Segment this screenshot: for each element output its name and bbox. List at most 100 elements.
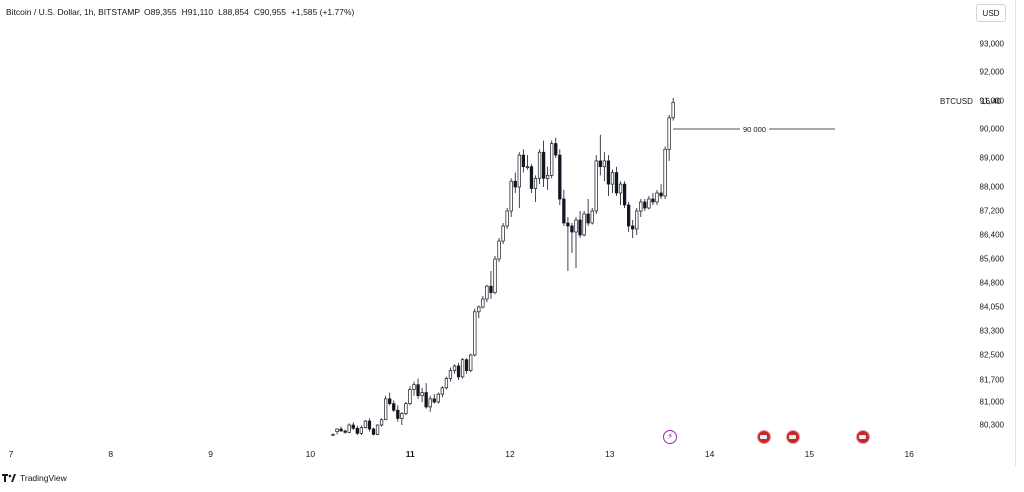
candle-body xyxy=(392,403,396,411)
candle-body xyxy=(351,424,355,429)
candle xyxy=(384,395,388,421)
candle-body xyxy=(663,148,667,197)
candle xyxy=(351,422,355,430)
candle-body xyxy=(339,428,343,432)
candle-body xyxy=(667,117,671,150)
candle-body xyxy=(598,160,602,168)
candle-body xyxy=(513,180,517,188)
candle xyxy=(505,208,509,229)
candle xyxy=(655,190,659,205)
candle-body xyxy=(622,183,627,206)
us-flag-event-icon[interactable] xyxy=(786,430,800,444)
candle xyxy=(562,190,566,226)
time-scale[interactable]: 7 8 9 10 11 12 13 14 15 16 xyxy=(0,449,945,465)
candle-body xyxy=(384,398,388,421)
candle-body xyxy=(517,154,521,188)
price-scale-label: 84,800 xyxy=(979,278,1004,288)
candle-body xyxy=(371,428,376,435)
currency-button[interactable]: USD xyxy=(976,4,1006,22)
candle xyxy=(404,402,408,416)
price-scale-label: 87,200 xyxy=(979,206,1004,216)
candle xyxy=(598,134,602,176)
candle xyxy=(432,394,436,404)
candle xyxy=(582,211,586,237)
price-scale-label: 84,050 xyxy=(979,302,1004,312)
candle xyxy=(456,362,461,380)
candle-body xyxy=(574,219,578,233)
candle xyxy=(465,358,469,374)
candle xyxy=(570,223,574,253)
candle xyxy=(529,163,534,193)
candle xyxy=(485,284,489,303)
price-scale-label: 83,300 xyxy=(979,326,1004,336)
us-flag-event-icon[interactable] xyxy=(757,430,771,444)
candle xyxy=(541,140,546,187)
candle xyxy=(379,418,384,427)
time-scale-label: 7 xyxy=(8,449,14,459)
candle-body xyxy=(481,298,485,308)
candle-body xyxy=(586,213,590,224)
candle xyxy=(635,208,639,235)
candle-body xyxy=(452,365,457,371)
candle xyxy=(452,364,457,374)
chart-pane[interactable] xyxy=(0,0,1016,466)
candle xyxy=(331,433,335,436)
tradingview-logo-icon xyxy=(2,474,16,482)
time-scale-label: 9 xyxy=(208,449,213,459)
candle xyxy=(643,199,647,211)
candle xyxy=(631,220,635,238)
candle-body xyxy=(566,222,570,227)
candle xyxy=(647,196,651,210)
candle xyxy=(574,217,578,268)
candle-body xyxy=(505,210,509,227)
candle-body xyxy=(659,192,663,197)
candle-body xyxy=(639,201,643,212)
candle xyxy=(614,166,619,196)
candle xyxy=(513,172,517,193)
us-flag-event-icon[interactable] xyxy=(856,430,870,444)
candle-body xyxy=(521,154,525,168)
candle-body xyxy=(355,427,359,434)
price-scale-label: 89,000 xyxy=(979,153,1004,163)
candle xyxy=(497,238,501,262)
candle xyxy=(359,425,363,435)
high-value: H91,110 xyxy=(181,7,214,17)
candle xyxy=(339,426,343,432)
horizontal-line-label[interactable]: 90 000 xyxy=(740,125,769,134)
candle-body xyxy=(388,398,392,404)
candle xyxy=(477,305,481,319)
candle-body xyxy=(671,101,675,119)
candle xyxy=(420,387,424,402)
candle-body xyxy=(379,419,384,426)
candle xyxy=(481,295,485,309)
candle-body xyxy=(363,420,368,429)
candle xyxy=(335,428,339,435)
candle xyxy=(396,405,400,422)
candle-body xyxy=(416,384,420,397)
candle-body xyxy=(655,192,659,203)
candle xyxy=(533,175,538,202)
candle-body xyxy=(497,240,501,260)
price-chart[interactable] xyxy=(0,0,945,466)
candle-body xyxy=(606,160,611,185)
price-scale[interactable]: 93,000 92,000 91,000 90,000 89,000 88,000 87,2… xyxy=(945,0,1015,466)
candle-body xyxy=(420,392,424,397)
footer[interactable]: TradingView xyxy=(2,473,67,483)
candle xyxy=(493,256,497,295)
symbol-description[interactable]: Bitcoin / U.S. Dollar, 1h, BITSTAMP xyxy=(6,7,140,17)
candle-body xyxy=(477,306,481,313)
price-scale-label: 90,000 xyxy=(979,124,1004,134)
candle xyxy=(626,202,631,232)
candle-body xyxy=(404,403,408,414)
candle-body xyxy=(537,151,542,179)
price-scale-label: 82,500 xyxy=(979,350,1004,360)
price-scale-label: 93,000 xyxy=(979,39,1004,49)
candle-body xyxy=(428,398,432,408)
candle xyxy=(424,383,428,409)
candle xyxy=(473,308,477,357)
candle-body xyxy=(489,285,493,293)
candle-body xyxy=(347,424,351,433)
candle-body xyxy=(529,166,534,189)
candle xyxy=(371,427,376,436)
lightning-event-icon[interactable]: ⚡ xyxy=(663,430,677,444)
